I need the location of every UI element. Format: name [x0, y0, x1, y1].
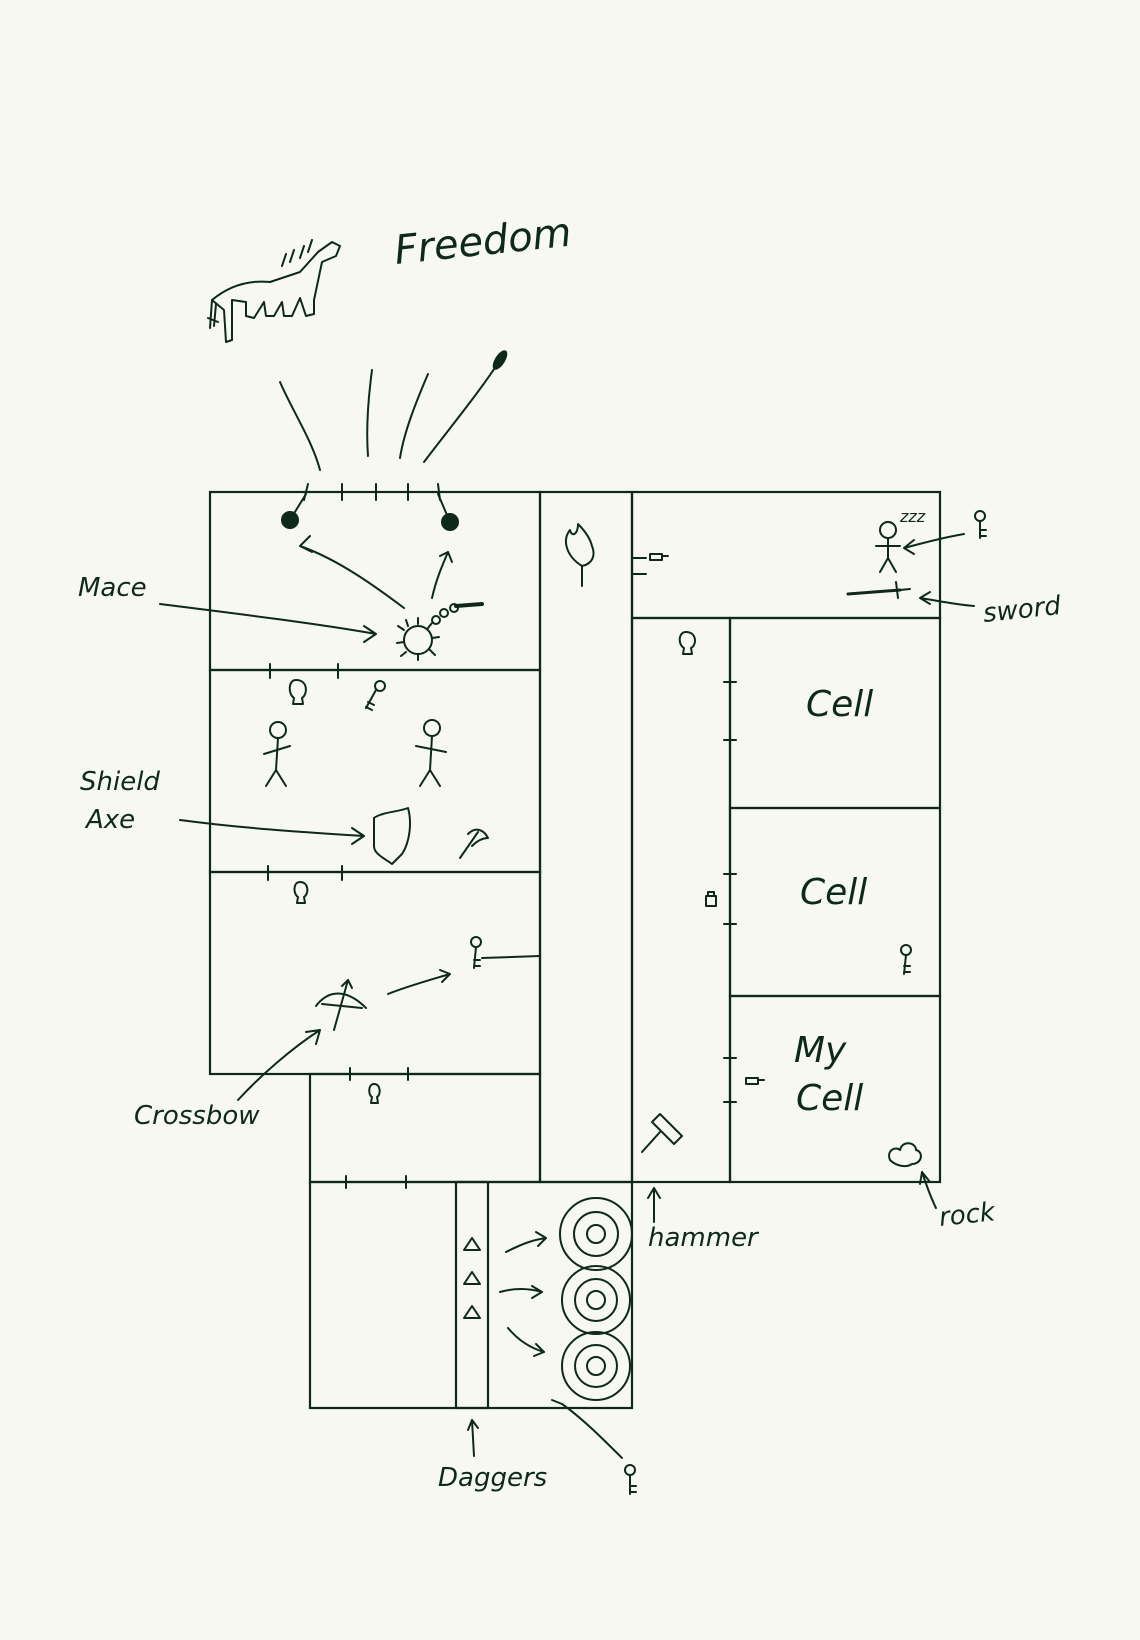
my-cell-label-line1: My	[794, 1030, 847, 1071]
key-to-guard-arrow	[903, 533, 965, 555]
rock-arrow	[919, 1171, 937, 1209]
crossbow-key-arrow	[387, 969, 451, 995]
key-icon	[974, 510, 987, 539]
mace-arrow	[159, 603, 377, 643]
daggers-arrow	[467, 1419, 479, 1457]
crossbow-arrow	[237, 1029, 321, 1101]
mace-room-contents	[281, 493, 484, 661]
lock-icon	[649, 553, 669, 561]
keyhole-icon	[288, 679, 307, 705]
crossbow-room-contents	[293, 881, 541, 1031]
rock-label: rock	[938, 1197, 998, 1233]
sword-arrow	[919, 591, 975, 607]
escape-rays	[279, 350, 508, 471]
crossbow-label: Crossbow	[134, 1101, 260, 1131]
corridor-bottom	[308, 1072, 542, 1184]
sleeping-guard-figure	[875, 521, 901, 573]
horse-icon	[207, 239, 341, 343]
daggers-label: Daggers	[438, 1463, 547, 1493]
shield-icon	[373, 807, 411, 865]
corridor-contents	[565, 523, 683, 1153]
axe-label: Axe	[84, 805, 135, 835]
hammer-arrow	[647, 1187, 661, 1223]
key-icon	[624, 1464, 637, 1495]
room-crossbow	[208, 870, 542, 1076]
my-cell-label-line2: Cell	[796, 1078, 863, 1119]
room-sleeping-guard	[630, 490, 942, 620]
freedom-label: Freedom	[392, 210, 573, 274]
dagger-arrow	[507, 1327, 545, 1357]
corridor-vertical	[538, 490, 634, 1184]
sword-label: sword	[982, 591, 1063, 629]
sleeping-guard-room-contents: zzz	[649, 507, 987, 607]
lock-icon	[705, 891, 717, 907]
keyhole-icon	[368, 1083, 381, 1104]
crossbow-icon	[315, 979, 367, 1031]
hammer-label: hammer	[648, 1223, 760, 1253]
guard-figure-right	[415, 719, 447, 787]
keyhole-icon	[293, 881, 309, 904]
axe-icon	[459, 828, 489, 859]
room-walls	[208, 490, 942, 1410]
dagger-arrow	[499, 1285, 543, 1299]
dagger-icon	[463, 1305, 481, 1319]
key-icon	[365, 680, 386, 711]
key-icon	[470, 936, 482, 969]
cell-corridor-contents	[678, 631, 765, 1085]
mace-icon	[396, 602, 484, 661]
target-icon	[561, 1331, 631, 1401]
dagger-rack	[454, 1180, 490, 1410]
key-to-target-arrow	[551, 1399, 623, 1459]
guard-figure-left	[263, 721, 291, 787]
room-mace	[208, 490, 542, 672]
target-icon	[559, 1197, 633, 1271]
target-icon	[561, 1265, 631, 1335]
guards-room-contents	[263, 679, 489, 865]
daggers-room-contents	[463, 1197, 637, 1495]
sword-icon	[846, 581, 911, 599]
dagger-icon	[463, 1237, 481, 1251]
hammer-icon	[641, 1113, 683, 1153]
lock-icon	[745, 1077, 765, 1085]
torch-icon	[565, 523, 595, 587]
cell-middle-label: Cell	[800, 872, 867, 913]
rock-icon	[888, 1142, 922, 1168]
dagger-arrow	[505, 1231, 547, 1253]
key-icon	[900, 944, 912, 975]
cell-top-label: Cell	[806, 684, 873, 725]
mace-label: Mace	[78, 573, 147, 603]
shield-label: Shield	[80, 767, 160, 797]
room-my-cell	[728, 994, 942, 1184]
shield-axe-arrow	[179, 819, 365, 845]
dagger-icon	[463, 1271, 481, 1285]
door-marks	[267, 483, 737, 1189]
zzz-label: zzz	[899, 507, 926, 526]
keyhole-icon	[678, 631, 696, 655]
